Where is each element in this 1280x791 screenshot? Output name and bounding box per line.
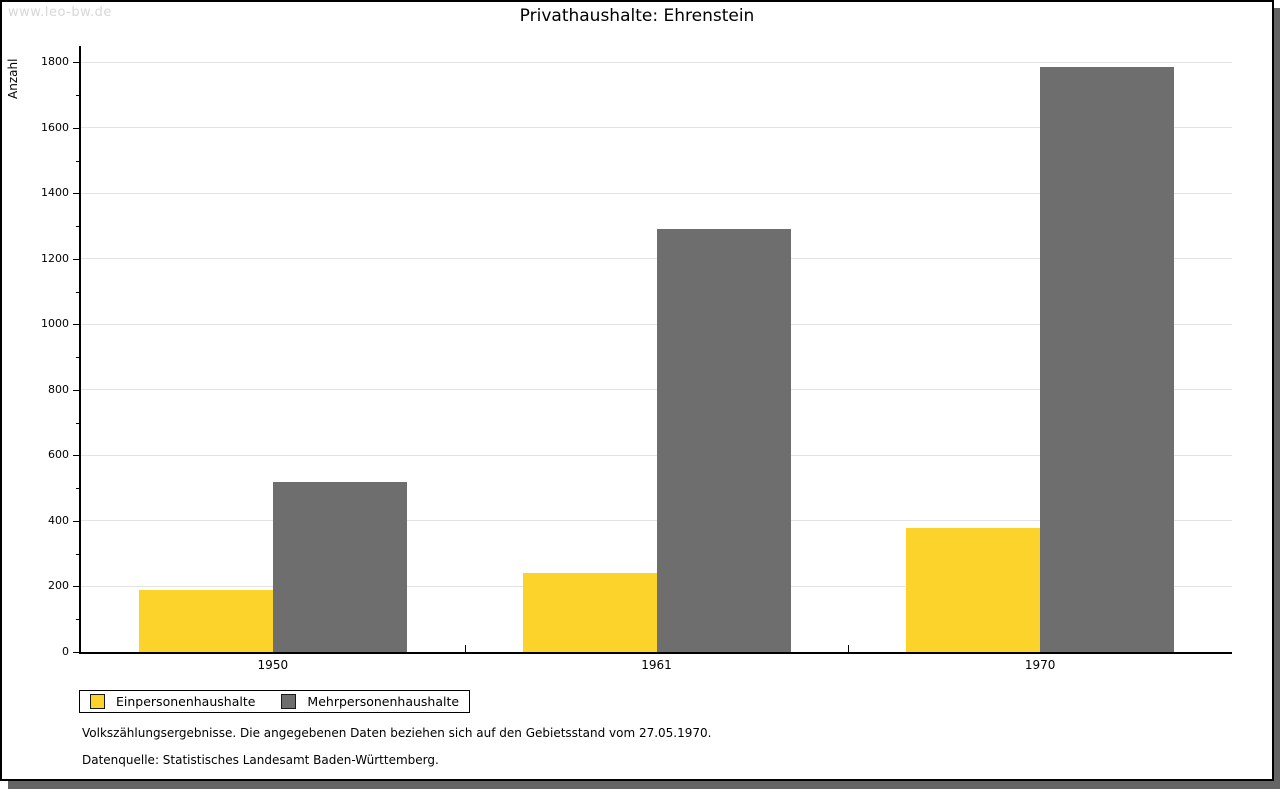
- y-axis-tick: [76, 553, 81, 555]
- footnotes: Volkszählungsergebnisse. Die angegebenen…: [82, 726, 711, 767]
- y-axis-tick: [73, 193, 81, 195]
- y-axis-tick: [76, 95, 81, 97]
- y-axis-tick-label: 600: [48, 448, 69, 462]
- plot-area: 0 200 400 600 800 1000 1200 1400 1600 1800 1950 196…: [2, 2, 1272, 779]
- bar-1961-mehrpersonen: [656, 229, 791, 652]
- footnote-data-source: Datenquelle: Statistisches Landesamt Bad…: [82, 753, 439, 767]
- x-axis-category-label: 1950: [257, 658, 289, 672]
- y-axis-tick: [73, 652, 81, 653]
- legend-swatch-icon: [281, 694, 297, 709]
- legend-label: Einpersonenhaushalte: [116, 694, 256, 709]
- y-axis-tick-label: 0: [62, 645, 69, 658]
- y-axis-tick-label: 400: [48, 513, 69, 527]
- bar-1970-mehrpersonen: [1040, 66, 1175, 652]
- y-axis-tick: [76, 357, 81, 359]
- bar-1950-einpersonen: [138, 589, 273, 652]
- y-axis-tick: [73, 586, 81, 588]
- bar-1950-mehrpersonen: [272, 481, 407, 652]
- y-axis-tick-label: 800: [48, 382, 69, 396]
- legend-label: Mehrpersonenhaushalte: [307, 694, 460, 709]
- x-axis-tick: [848, 645, 850, 652]
- y-gridline: [81, 127, 1232, 129]
- x-axis-line: [79, 652, 1232, 654]
- y-axis-tick: [73, 127, 81, 129]
- legend-item: Einpersonenhaushalte: [90, 694, 255, 709]
- y-axis-tick: [76, 488, 81, 490]
- y-axis-tick: [73, 389, 81, 391]
- y-axis-tick: [73, 520, 81, 522]
- y-axis-tick: [73, 324, 81, 326]
- bar-1970-einpersonen: [906, 528, 1041, 652]
- legend-swatch-icon: [90, 694, 105, 709]
- y-axis-tick: [76, 619, 81, 621]
- y-axis-tick: [76, 422, 81, 424]
- bar-1961-einpersonen: [522, 573, 657, 652]
- y-axis-tick: [73, 62, 81, 64]
- y-axis-tick: [76, 291, 81, 293]
- y-axis-tick-label: 1800: [41, 55, 69, 69]
- x-axis-category-label: 1961: [641, 658, 672, 672]
- y-axis-tick: [73, 258, 81, 260]
- y-axis-tick-label: 1200: [41, 251, 69, 265]
- site-watermark: www.leo-bw.de: [8, 5, 112, 20]
- footnote-source-note: Volkszählungsergebnisse. Die angegebenen…: [82, 726, 712, 740]
- y-axis-tick-label: 1000: [41, 317, 69, 331]
- y-gridline: [81, 192, 1232, 194]
- y-axis-tick-label: 200: [48, 579, 69, 593]
- chart-title: Privathaushalte: Ehrenstein: [519, 6, 755, 26]
- y-axis-tick-label: 1400: [41, 186, 69, 200]
- y-axis-tick-label: 1600: [41, 120, 69, 134]
- y-gridline: [81, 61, 1232, 63]
- y-axis-line: [79, 46, 81, 654]
- y-axis-tick: [76, 226, 81, 228]
- legend-item: Mehrpersonenhaushalte: [281, 694, 459, 709]
- x-axis-category-label: 1970: [1024, 658, 1056, 672]
- y-axis-tick: [73, 455, 81, 457]
- x-axis-tick: [464, 645, 466, 652]
- legend: Einpersonenhaushalte Mehrpersonenhaushalt…: [79, 690, 471, 713]
- y-axis-tick: [76, 160, 81, 162]
